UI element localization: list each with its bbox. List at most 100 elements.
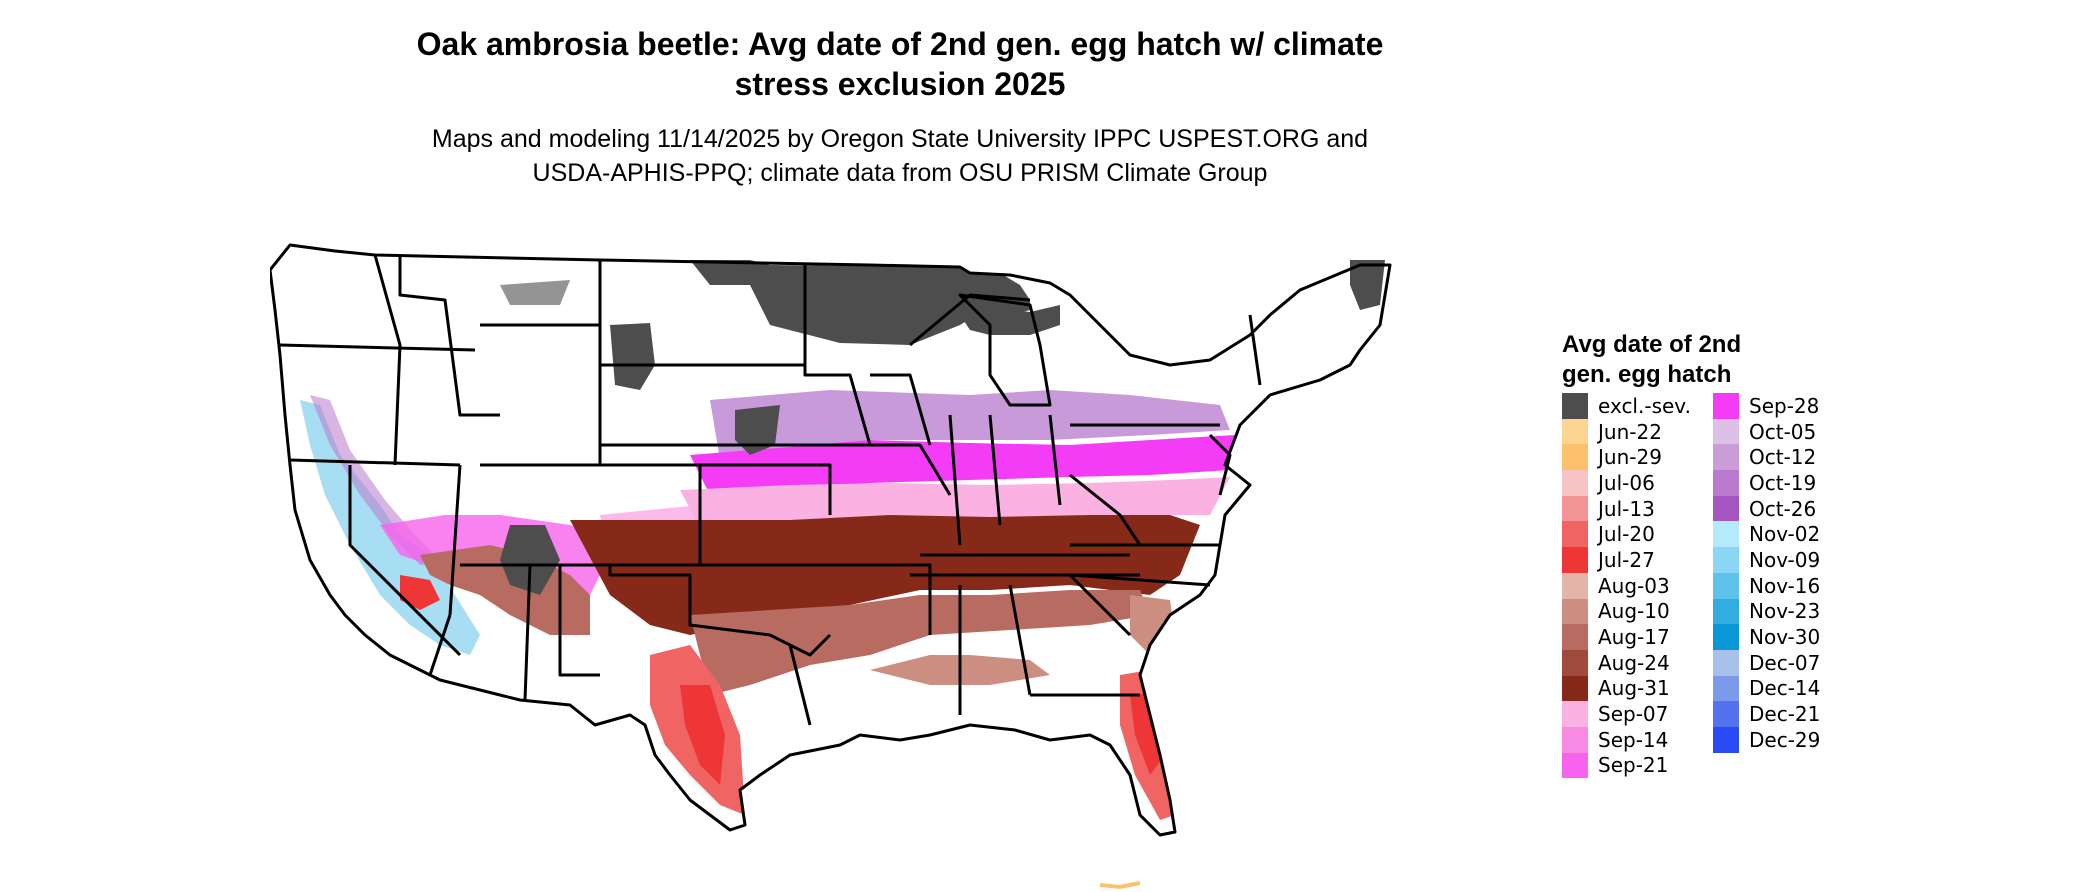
legend-column-2: Sep-28 Oct-05 Oct-12 Oct-19 Oct-26 Nov-02 Nov-… [1713,393,1820,753]
aug-early-band [1130,595,1175,655]
legend-label: Sep-28 [1749,393,1820,418]
desert-jul-zone [400,575,440,610]
legend-item: Nov-16 [1713,572,1820,599]
sep-early-band [680,477,1230,527]
florida-red-zone [1130,693,1165,775]
legend-item: Aug-24 [1562,649,1691,676]
legend-label: Dec-21 [1749,702,1821,727]
legend-swatch [1713,598,1739,625]
state-borders [270,243,1392,837]
legend-item: Dec-07 [1713,649,1821,676]
border-in-oh [988,414,1002,526]
border-ny-vt [1248,314,1262,386]
legend-label: Jun-22 [1598,419,1662,444]
map-subtitle-line-1: Maps and modeling 11/14/2025 by Oregon S… [431,125,1369,153]
excluded-zone-colorado [735,405,780,455]
border-mi-lower [958,293,1052,407]
legend-item: Jul-06 [1562,470,1691,496]
legend-item: Nov-23 [1713,598,1820,625]
legend-label: Aug-03 [1598,573,1670,598]
legend-swatch [1562,495,1588,522]
legend-swatch [1713,726,1739,753]
legend-label: Aug-31 [1598,676,1670,701]
border-nj-de-md [1208,433,1232,496]
legend-label: Dec-14 [1749,676,1821,701]
legend-swatch [1562,726,1588,753]
legend-item: Sep-07 [1562,701,1691,727]
legend-swatch [1713,444,1739,471]
border-az-ca [428,614,452,676]
legend-swatch [1713,649,1739,676]
legend-item: Sep-14 [1562,726,1691,753]
legend-swatch [1562,624,1588,650]
legend-item: Sep-21 [1562,752,1691,779]
border-il-in [948,414,962,546]
legend-swatch [1562,393,1588,419]
legend-item: Aug-17 [1562,624,1691,650]
legend-swatch [1713,521,1739,548]
legend-label: Aug-17 [1598,625,1670,650]
excluded-zone-montana-spots [500,280,570,305]
map-title-line-1: Oak ambrosia beetle: Avg date of 2nd gen… [416,26,1384,62]
legend-swatch [1713,624,1739,650]
legend-item: Nov-02 [1713,521,1820,548]
border-wy [480,323,602,467]
legend-column-1: excl.-sev. Jun-22 Jun-29 Jul-06 Jul-13 Jul-20… [1562,393,1691,779]
legend-swatch [1713,495,1739,522]
legend-swatch [1562,572,1588,599]
legend-item: Jul-13 [1562,495,1691,522]
legend-swatch [1713,418,1739,445]
border-ia-mo [830,443,952,496]
legend-swatch [1562,444,1588,471]
legend-item: Nov-30 [1713,624,1820,650]
border-mn [803,265,872,446]
florida-keys [1099,881,1141,890]
border-mo-ar [820,563,932,635]
legend-label: Oct-19 [1749,470,1817,495]
legend-item: Jun-22 [1562,418,1691,445]
aug-late-band [570,515,1200,635]
border-or-ca-nv [289,458,461,467]
border-wa-or [279,343,476,352]
legend-label: Oct-05 [1749,419,1817,444]
aug-mid-band [690,590,1150,695]
hatch-date-fill [300,390,1235,820]
oct-band [710,390,1230,460]
legend-label: Aug-10 [1598,599,1670,624]
border-wv-va [1069,473,1142,546]
border-nv-ut [448,464,462,616]
border-id [373,254,402,466]
legend-label: Nov-09 [1749,547,1821,572]
legend-item: Jul-27 [1562,547,1691,573]
legend-swatch [1562,752,1588,779]
map-subtitle: Maps and modeling 11/14/2025 by Oregon S… [160,122,1640,190]
legend-title: Avg date of 2nd gen. egg hatch [1562,330,1862,390]
legend-label: Nov-30 [1749,625,1821,650]
legend-item: Nov-09 [1713,547,1820,573]
border-oh-pa [1048,414,1062,506]
excluded-zone-northern-plains [690,260,1030,345]
legend-label: Dec-29 [1749,727,1821,752]
legend-swatch [1562,598,1588,625]
texas-coast-red-zone [680,685,725,785]
legend-item: Oct-05 [1713,418,1820,445]
legend-title-line-2: gen. egg hatch [1562,361,1732,388]
border-ok-tx [608,565,832,657]
border-al-ga [1008,584,1032,696]
map-title: Oak ambrosia beetle: Avg date of 2nd gen… [160,24,1640,104]
arizona-excluded-zone [500,525,560,595]
legend-swatch [1562,649,1588,676]
legend-label: Jul-27 [1598,547,1655,572]
legend-label: Jul-13 [1598,496,1655,521]
west-coast-oct-band [310,395,445,565]
border-ga-sc [1068,573,1132,637]
border-nm-tx [558,565,600,677]
sep-late-band [690,435,1235,495]
border-ne-ks [700,463,832,515]
legend-label: Aug-24 [1598,650,1670,675]
legend-label: Dec-07 [1749,650,1821,675]
legend-label: Sep-21 [1598,753,1669,778]
border-wi-il [870,373,932,446]
legend-swatch [1562,521,1588,548]
map-title-line-2: stress exclusion 2025 [734,66,1066,102]
